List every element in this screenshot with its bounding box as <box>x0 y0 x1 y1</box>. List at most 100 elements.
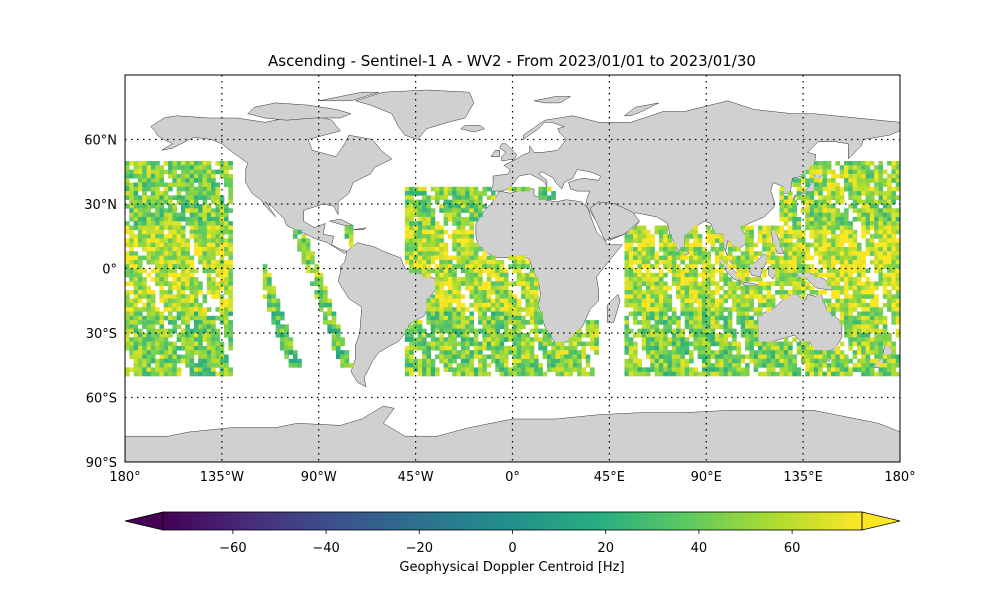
doppler-cell <box>146 161 152 166</box>
doppler-cell <box>215 182 221 188</box>
doppler-cell <box>159 234 165 239</box>
doppler-cell <box>645 272 651 278</box>
doppler-cell <box>826 169 832 175</box>
doppler-cell <box>516 186 522 192</box>
doppler-cell <box>206 277 212 282</box>
doppler-cell <box>658 337 664 342</box>
doppler-cell <box>891 259 896 265</box>
doppler-cell <box>710 294 716 299</box>
colorbar-tick-label: −40 <box>312 541 339 556</box>
doppler-cell <box>719 367 724 372</box>
doppler-cell <box>228 333 233 338</box>
doppler-cell <box>658 259 664 265</box>
doppler-cell <box>185 298 190 304</box>
doppler-cell <box>469 186 475 192</box>
doppler-cell <box>439 281 444 286</box>
doppler-cell <box>590 328 595 334</box>
doppler-cell <box>150 302 156 308</box>
doppler-cell <box>422 216 427 222</box>
doppler-cell <box>478 195 483 200</box>
doppler-cell <box>689 285 694 291</box>
doppler-cell <box>430 311 436 317</box>
doppler-cell <box>503 371 509 377</box>
doppler-cell <box>805 225 810 231</box>
doppler-cell <box>176 371 182 377</box>
doppler-cell <box>180 216 186 222</box>
doppler-cell <box>848 285 853 291</box>
doppler-cell <box>654 350 660 355</box>
doppler-cell <box>215 328 221 334</box>
doppler-cell <box>839 165 845 170</box>
doppler-cell <box>228 341 233 347</box>
doppler-cell <box>869 298 875 304</box>
doppler-cell <box>142 178 147 183</box>
doppler-cell <box>684 324 690 329</box>
doppler-cell <box>512 333 518 338</box>
doppler-cell <box>185 251 190 256</box>
doppler-cell <box>133 191 139 196</box>
doppler-cell <box>719 363 724 368</box>
doppler-cell <box>142 350 147 355</box>
doppler-cell <box>163 281 169 286</box>
doppler-cell <box>469 234 475 239</box>
doppler-cell <box>714 298 720 304</box>
doppler-cell <box>740 255 746 261</box>
doppler-cell <box>878 195 884 200</box>
doppler-cell <box>732 290 737 295</box>
doppler-cell <box>193 320 199 325</box>
doppler-cell <box>211 281 216 286</box>
doppler-cell <box>650 354 655 360</box>
doppler-cell <box>465 199 470 205</box>
colorbar-extend-high <box>861 511 901 531</box>
doppler-cell <box>628 285 634 291</box>
doppler-cell <box>521 272 526 278</box>
doppler-cell <box>465 216 470 222</box>
doppler-cell <box>465 358 470 364</box>
doppler-cell <box>891 358 896 364</box>
doppler-cell <box>150 242 156 248</box>
doppler-cell <box>891 199 896 205</box>
doppler-cell <box>129 337 134 342</box>
doppler-cell <box>426 345 431 351</box>
doppler-cell <box>469 281 475 286</box>
doppler-cell <box>486 277 492 282</box>
doppler-cell <box>650 242 655 248</box>
doppler-cell <box>856 358 862 364</box>
doppler-cell <box>198 225 203 231</box>
doppler-cell <box>456 350 462 355</box>
doppler-cell <box>818 221 823 226</box>
doppler-cell <box>525 350 531 355</box>
doppler-cell <box>525 354 531 360</box>
doppler-cell <box>224 173 229 179</box>
doppler-cell <box>215 259 221 265</box>
doppler-cell <box>706 302 711 308</box>
doppler-cell <box>714 268 720 274</box>
doppler-cell <box>168 242 173 248</box>
doppler-cell <box>456 363 462 368</box>
doppler-cell <box>413 242 419 248</box>
doppler-cell <box>525 298 531 304</box>
doppler-cell <box>417 251 423 256</box>
doppler-cell <box>684 345 690 351</box>
doppler-cell <box>473 191 479 196</box>
doppler-cell <box>839 212 845 218</box>
doppler-cell <box>624 255 630 261</box>
doppler-cell <box>624 234 630 239</box>
doppler-cell <box>198 191 203 196</box>
doppler-cell <box>796 186 802 192</box>
doppler-cell <box>193 315 199 321</box>
doppler-cell <box>180 320 186 325</box>
doppler-cell <box>762 358 767 364</box>
doppler-cell <box>456 371 462 377</box>
doppler-cell <box>490 358 496 364</box>
doppler-cell <box>409 350 414 355</box>
doppler-cell <box>689 333 694 338</box>
doppler-cell <box>129 182 134 188</box>
doppler-cell <box>654 345 660 351</box>
doppler-cell <box>693 320 698 325</box>
doppler-cell <box>766 345 772 351</box>
doppler-cell <box>499 358 505 364</box>
doppler-cell <box>193 221 199 226</box>
doppler-cell <box>887 358 892 364</box>
madagascar-landmass <box>606 293 621 323</box>
